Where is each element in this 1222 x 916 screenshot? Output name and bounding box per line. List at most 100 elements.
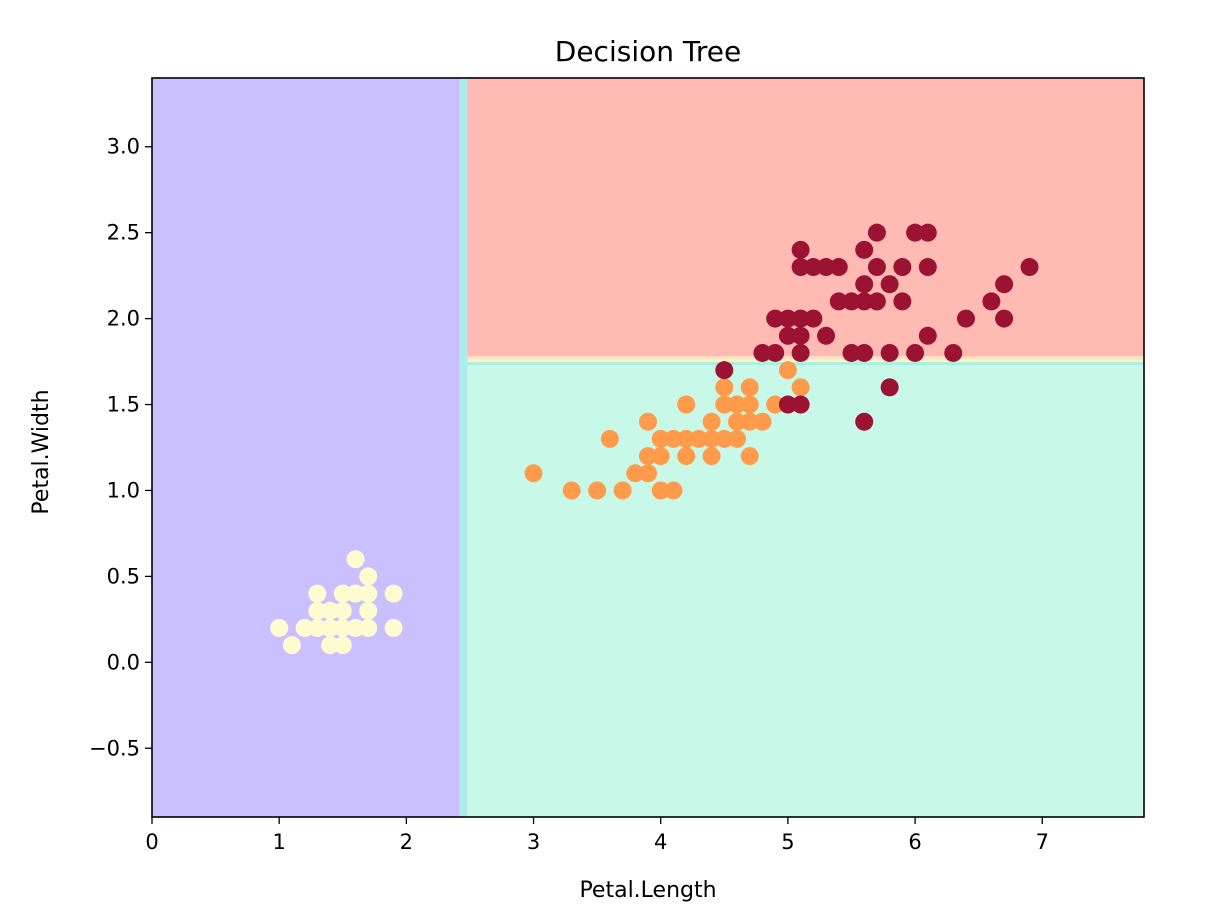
x-tick-label: 7 <box>1036 830 1049 854</box>
y-tick-label: −0.5 <box>89 736 140 760</box>
y-tick-label: 0.0 <box>107 650 140 674</box>
data-point-class-1 <box>740 395 759 414</box>
data-point-class-2 <box>855 292 874 311</box>
data-point-class-1 <box>791 378 810 397</box>
data-point-class-1 <box>728 412 747 431</box>
data-point-class-2 <box>880 378 899 397</box>
data-point-class-1 <box>728 395 747 414</box>
data-point-class-2 <box>1020 258 1039 277</box>
x-tick-label: 4 <box>654 830 667 854</box>
data-point-class-0 <box>321 601 340 620</box>
data-point-class-1 <box>651 447 670 466</box>
data-point-class-0 <box>295 618 314 637</box>
data-point-class-2 <box>944 343 963 362</box>
x-axis-label: Petal.Length <box>579 878 716 903</box>
data-point-class-2 <box>829 258 848 277</box>
data-point-class-2 <box>880 275 899 294</box>
decision-regions <box>152 78 1145 817</box>
data-point-class-2 <box>855 343 874 362</box>
data-point-class-0 <box>333 601 352 620</box>
data-point-class-1 <box>702 429 721 448</box>
data-point-class-2 <box>867 292 886 311</box>
data-point-class-1 <box>562 481 581 500</box>
data-point-class-2 <box>791 343 810 362</box>
data-point-class-2 <box>880 343 899 362</box>
data-point-class-2 <box>842 292 861 311</box>
data-point-class-0 <box>321 618 340 637</box>
data-point-class-2 <box>766 343 785 362</box>
data-point-class-1 <box>740 378 759 397</box>
data-point-class-0 <box>384 618 403 637</box>
chart-title: Decision Tree <box>555 35 741 68</box>
data-point-class-1 <box>664 481 683 500</box>
data-point-class-2 <box>855 275 874 294</box>
data-point-class-0 <box>333 636 352 655</box>
data-point-class-1 <box>639 464 657 483</box>
data-point-class-2 <box>893 258 912 277</box>
x-tick-label: 3 <box>527 830 540 854</box>
y-tick-label: 1.0 <box>107 478 140 502</box>
data-point-class-2 <box>715 361 734 380</box>
scatter-points <box>270 223 1039 655</box>
data-point-class-1 <box>778 361 797 380</box>
data-point-class-1 <box>715 429 734 448</box>
data-point-class-2 <box>855 240 874 259</box>
data-point-class-1 <box>677 429 696 448</box>
data-point-class-1 <box>613 481 632 500</box>
data-point-class-0 <box>308 584 327 603</box>
data-point-class-1 <box>766 395 785 414</box>
y-tick-label: 2.0 <box>107 307 140 331</box>
data-point-class-2 <box>918 223 937 242</box>
plot-frame <box>151 77 1145 818</box>
data-point-class-0 <box>384 584 403 603</box>
data-point-class-2 <box>855 412 874 431</box>
data-point-class-1 <box>626 464 645 483</box>
data-point-class-2 <box>956 309 975 328</box>
data-point-class-1 <box>677 395 696 414</box>
y-tick-label: 0.5 <box>107 564 140 588</box>
y-tick-label: 3.0 <box>107 135 140 159</box>
data-point-class-2 <box>867 223 886 242</box>
data-point-class-0 <box>308 601 327 620</box>
data-point-class-1 <box>689 429 708 448</box>
data-point-class-2 <box>995 275 1014 294</box>
x-tick-label: 1 <box>272 830 285 854</box>
y-tick-label: 1.5 <box>107 393 140 417</box>
x-tick-label: 2 <box>400 830 413 854</box>
data-point-class-2 <box>791 240 810 259</box>
data-point-class-0 <box>321 636 340 655</box>
data-point-class-0 <box>359 618 378 637</box>
data-point-class-2 <box>791 309 810 328</box>
data-point-class-1 <box>740 447 759 466</box>
data-point-class-2 <box>918 258 937 277</box>
x-axis-ticks: 0 1 2 3 4 5 6 7 <box>145 817 1049 854</box>
data-point-class-0 <box>346 550 365 569</box>
data-point-class-1 <box>651 429 670 448</box>
data-point-class-2 <box>791 258 810 277</box>
data-point-class-1 <box>753 412 772 431</box>
data-point-class-1 <box>588 481 607 500</box>
data-point-class-1 <box>677 447 696 466</box>
data-point-class-1 <box>702 412 721 431</box>
data-point-class-0 <box>359 584 378 603</box>
data-point-class-0 <box>359 567 378 586</box>
data-point-class-2 <box>918 326 937 345</box>
y-axis-ticks: −0.5 0.0 0.5 1.0 1.5 2.0 2.5 3.0 <box>89 135 152 760</box>
data-point-class-2 <box>867 258 886 277</box>
data-point-class-1 <box>740 412 759 431</box>
decision-region-class-1 <box>463 361 1145 817</box>
data-point-class-2 <box>995 309 1014 328</box>
data-point-class-1 <box>715 378 734 397</box>
data-point-class-2 <box>829 292 848 311</box>
data-point-class-2 <box>766 309 785 328</box>
data-point-class-0 <box>333 618 352 637</box>
y-tick-label: 2.5 <box>107 221 140 245</box>
data-point-class-2 <box>817 258 836 277</box>
data-point-class-0 <box>359 601 378 620</box>
data-point-class-2 <box>982 292 1001 311</box>
x-tick-label: 0 <box>145 830 158 854</box>
data-point-class-2 <box>804 258 823 277</box>
data-point-class-2 <box>791 395 810 414</box>
data-point-class-2 <box>804 309 823 328</box>
